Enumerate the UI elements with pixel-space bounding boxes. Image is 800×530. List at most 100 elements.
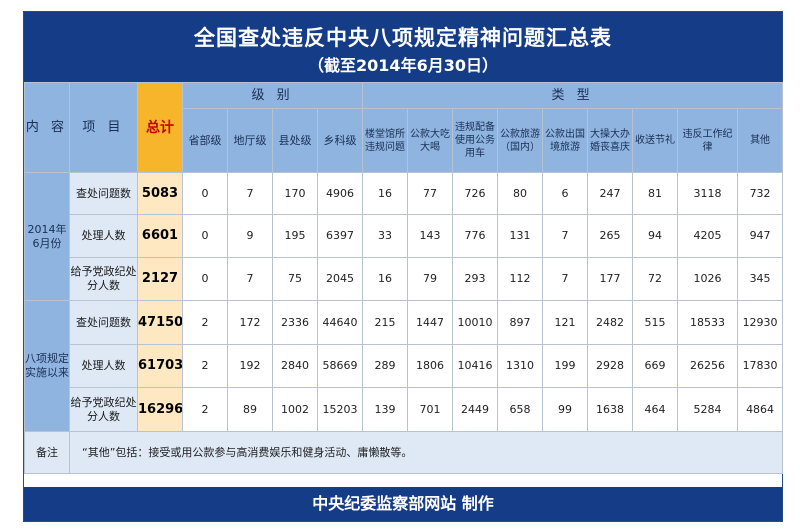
cell-value: 4864 xyxy=(737,387,784,432)
header-level-bureau: 地厅级 xyxy=(227,108,273,173)
cell-value: 215 xyxy=(362,300,409,345)
table-row: 给予党政纪处分人数 2127 0 7 75 2045 16 79 293 112… xyxy=(25,257,784,301)
table-row: 给予党政纪处分人数 16296 2 89 1002 15203 139 701 … xyxy=(25,387,784,432)
cell-value: 2840 xyxy=(272,344,318,388)
note-label: 备注 xyxy=(24,431,70,474)
row-total: 61703 xyxy=(137,344,183,388)
cell-value: 1310 xyxy=(497,344,544,388)
cell-value: 10010 xyxy=(452,300,499,345)
cell-value: 947 xyxy=(737,214,784,258)
cell-value: 15203 xyxy=(316,387,364,432)
cell-value: 658 xyxy=(497,387,544,432)
cell-value: 2 xyxy=(182,344,228,388)
cell-value: 75 xyxy=(272,257,318,301)
cell-value: 1638 xyxy=(587,387,634,432)
cell-value: 0 xyxy=(182,214,228,258)
cell-value: 2 xyxy=(182,300,228,345)
cell-value: 177 xyxy=(587,257,634,301)
header-type-other: 其他 xyxy=(737,108,784,173)
row-item: 查处问题数 xyxy=(69,172,138,215)
cell-value: 81 xyxy=(632,172,679,215)
cell-value: 701 xyxy=(407,387,454,432)
cell-value: 89 xyxy=(227,387,273,432)
table-row: 2014年6月份 查处问题数 5083 0 7 170 4906 16 77 7… xyxy=(24,172,784,301)
cell-value: 4906 xyxy=(316,172,364,215)
cell-value: 18533 xyxy=(677,300,739,345)
cell-value: 17830 xyxy=(737,344,784,388)
cell-value: 44640 xyxy=(316,300,364,345)
cell-value: 2 xyxy=(182,387,228,432)
cell-value: 897 xyxy=(497,300,544,345)
table-row: 处理人数 6601 0 9 195 6397 33 143 776 131 7 … xyxy=(25,214,784,258)
cell-value: 16 xyxy=(362,172,409,215)
cell-value: 79 xyxy=(407,257,454,301)
cell-value: 289 xyxy=(362,344,409,388)
cell-value: 0 xyxy=(182,257,228,301)
header-type-discipline: 违反工作纪律 xyxy=(677,108,739,173)
summary-sheet: 全国查处违反中央八项规定精神问题汇总表 （截至2014年6月30日） 内 容 项… xyxy=(23,11,784,522)
cell-value: 732 xyxy=(737,172,784,215)
header-type-buildings: 楼堂馆所违规问题 xyxy=(362,108,409,173)
header-type-banquets: 公款大吃大喝 xyxy=(407,108,454,173)
row-total: 6601 xyxy=(137,214,183,258)
table-row: 处理人数 61703 2 192 2840 58669 289 1806 104… xyxy=(25,344,784,388)
cell-value: 776 xyxy=(452,214,499,258)
cell-value: 72 xyxy=(632,257,679,301)
cell-value: 1806 xyxy=(407,344,454,388)
header-item: 项 目 xyxy=(69,82,138,173)
header-level-group: 级 别 xyxy=(181,82,364,109)
row-item: 查处问题数 xyxy=(69,300,138,345)
cell-value: 99 xyxy=(542,387,589,432)
cell-value: 669 xyxy=(632,344,679,388)
row-item: 处理人数 xyxy=(69,344,138,388)
cell-value: 2045 xyxy=(316,257,364,301)
cell-value: 121 xyxy=(542,300,589,345)
header-type-ceremonies: 大操大办婚丧喜庆 xyxy=(587,108,634,173)
cell-value: 33 xyxy=(362,214,409,258)
footer-banner: 中央纪委监察部网站 制作 xyxy=(24,487,782,521)
cell-value: 10416 xyxy=(452,344,499,388)
cell-value: 2336 xyxy=(272,300,318,345)
cell-value: 172 xyxy=(227,300,273,345)
cell-value: 16 xyxy=(362,257,409,301)
cell-value: 515 xyxy=(632,300,679,345)
cell-value: 726 xyxy=(452,172,499,215)
cell-value: 77 xyxy=(407,172,454,215)
cell-value: 9 xyxy=(227,214,273,258)
header-level-province: 省部级 xyxy=(182,108,228,173)
footer-credit: 中央纪委监察部网站 制作 xyxy=(312,494,494,513)
header-type-gifts: 收送节礼 xyxy=(632,108,679,173)
header-type-cars: 违规配备使用公务用车 xyxy=(452,108,499,173)
cell-value: 94 xyxy=(632,214,679,258)
cell-value: 293 xyxy=(452,257,499,301)
cell-value: 139 xyxy=(362,387,409,432)
cell-value: 12930 xyxy=(737,300,784,345)
cell-value: 199 xyxy=(542,344,589,388)
title-banner: 全国查处违反中央八项规定精神问题汇总表 （截至2014年6月30日） xyxy=(24,12,782,82)
page-subtitle: （截至2014年6月30日） xyxy=(308,56,498,75)
cell-value: 192 xyxy=(227,344,273,388)
cell-value: 3118 xyxy=(677,172,739,215)
cell-value: 1026 xyxy=(677,257,739,301)
cell-value: 0 xyxy=(182,172,228,215)
header-type-group: 类 型 xyxy=(362,82,784,109)
header-level-township: 乡科级 xyxy=(316,108,364,173)
cell-value: 2928 xyxy=(587,344,634,388)
row-item: 处理人数 xyxy=(69,214,138,258)
header-total: 总计 xyxy=(137,82,183,173)
cell-value: 195 xyxy=(272,214,318,258)
header-content: 内 容 xyxy=(24,82,70,173)
cell-value: 2482 xyxy=(587,300,634,345)
cell-value: 26256 xyxy=(677,344,739,388)
header-level-county: 县处级 xyxy=(272,108,318,173)
header-type-abroad-travel: 公款出国境旅游 xyxy=(542,108,589,173)
cell-value: 80 xyxy=(497,172,544,215)
cell-value: 464 xyxy=(632,387,679,432)
cell-value: 1002 xyxy=(272,387,318,432)
cell-value: 7 xyxy=(227,257,273,301)
cell-value: 7 xyxy=(542,257,589,301)
cell-value: 1447 xyxy=(407,300,454,345)
cell-value: 131 xyxy=(497,214,544,258)
cell-value: 6 xyxy=(542,172,589,215)
cell-value: 58669 xyxy=(316,344,364,388)
